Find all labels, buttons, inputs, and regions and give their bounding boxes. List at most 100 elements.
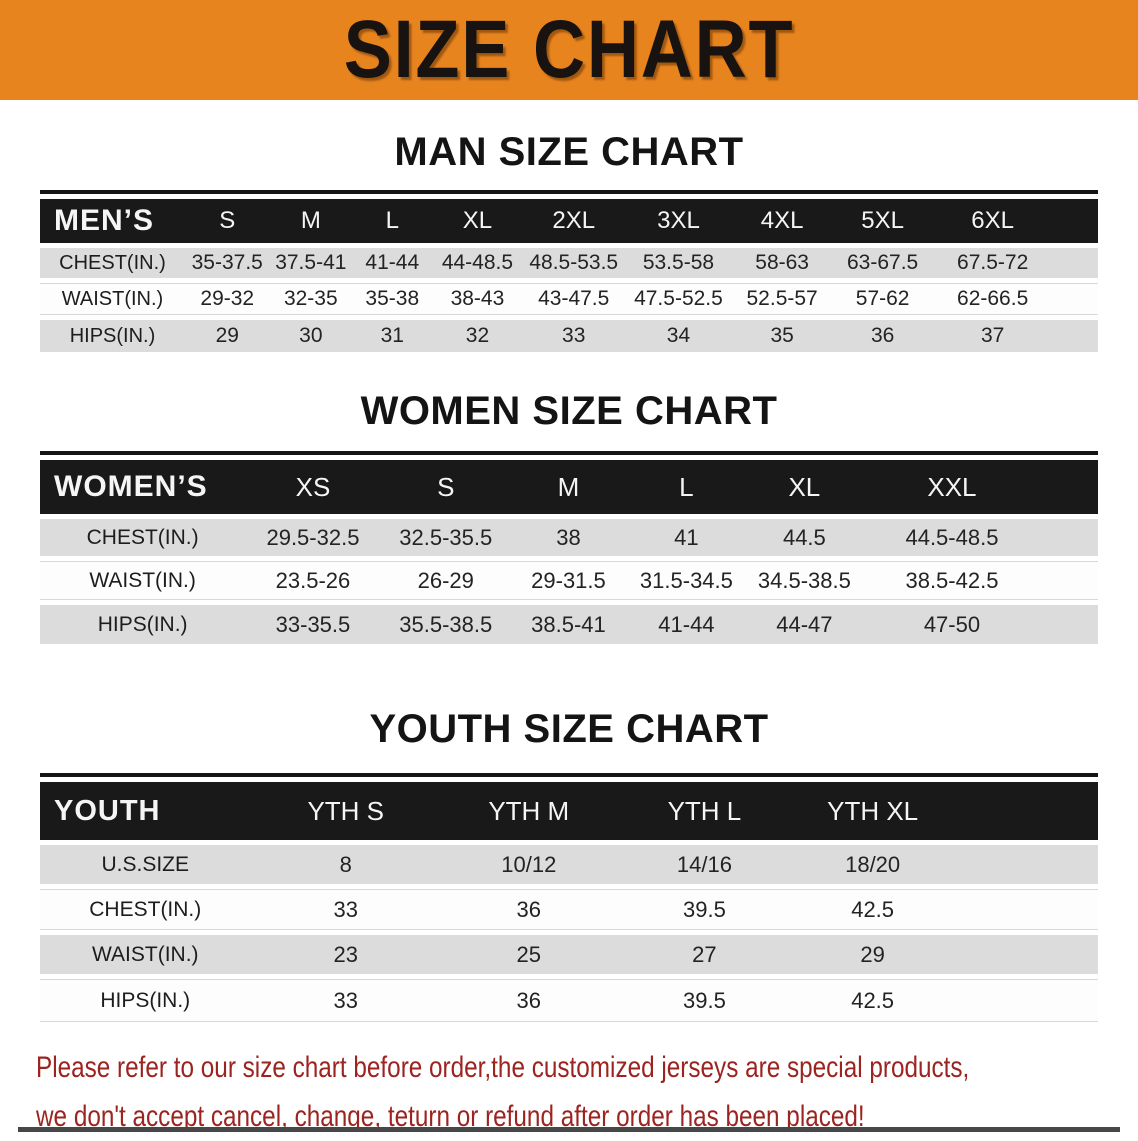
size-value: 38.5-42.5 bbox=[862, 561, 1042, 600]
size-value: 38 bbox=[510, 519, 627, 556]
youth-chest-row: CHEST(IN.) 33 36 39.5 42.5 bbox=[40, 889, 1098, 930]
mens-col-header: 6XL bbox=[932, 199, 1053, 243]
mens-col-header: L bbox=[352, 199, 433, 243]
mens-col-header: S bbox=[184, 199, 270, 243]
womens-col-header: XXL bbox=[862, 460, 1042, 514]
spacer-cell bbox=[953, 935, 1098, 974]
youth-header-row: YOUTH YTH S YTH M YTH L YTH XL bbox=[40, 782, 1098, 840]
size-value: 39.5 bbox=[616, 889, 793, 930]
womens-waist-row: WAIST(IN.) 23.5-26 26-29 29-31.5 31.5-34… bbox=[40, 561, 1098, 600]
youth-hips-row: HIPS(IN.) 33 36 39.5 42.5 bbox=[40, 979, 1098, 1022]
youth-ussize-row: U.S.SIZE 8 10/12 14/16 18/20 bbox=[40, 845, 1098, 884]
size-value: 29 bbox=[184, 320, 270, 352]
size-value: 29-31.5 bbox=[510, 561, 627, 600]
size-value: 62-66.5 bbox=[932, 283, 1053, 315]
size-value: 44.5-48.5 bbox=[862, 519, 1042, 556]
size-value: 30 bbox=[269, 320, 353, 352]
size-value: 36 bbox=[440, 979, 617, 1022]
youth-section-heading: YOUTH SIZE CHART bbox=[369, 707, 769, 751]
womens-col-header: S bbox=[380, 460, 511, 514]
youth-col-header: YTH XL bbox=[792, 782, 954, 840]
womens-header-row: WOMEN’S XS S M L XL XXL bbox=[40, 460, 1098, 514]
disclaimer-line-2: we don't accept cancel, change, teturn o… bbox=[36, 1100, 865, 1133]
size-value: 41-44 bbox=[626, 605, 747, 644]
size-value: 67.5-72 bbox=[932, 248, 1053, 278]
mens-col-header: 5XL bbox=[832, 199, 933, 243]
spacer-cell bbox=[1052, 248, 1098, 278]
row-label: CHEST(IN.) bbox=[40, 889, 251, 930]
size-value: 23.5-26 bbox=[245, 561, 381, 600]
womens-col-header: L bbox=[626, 460, 747, 514]
size-value: 25 bbox=[440, 935, 617, 974]
spacer-cell bbox=[953, 979, 1098, 1022]
youth-header-label: YOUTH bbox=[40, 782, 251, 840]
size-value: 36 bbox=[440, 889, 617, 930]
mens-waist-row: WAIST(IN.) 29-32 32-35 35-38 38-43 43-47… bbox=[40, 283, 1098, 315]
youth-size-table: YOUTH YTH S YTH M YTH L YTH XL U.S.SIZE … bbox=[40, 773, 1098, 1027]
size-value: 44-48.5 bbox=[432, 248, 523, 278]
spacer-cell bbox=[1052, 320, 1098, 352]
youth-col-header: YTH L bbox=[616, 782, 793, 840]
row-label: HIPS(IN.) bbox=[40, 605, 246, 644]
size-value: 34 bbox=[625, 320, 732, 352]
size-value: 29-32 bbox=[184, 283, 270, 315]
size-value: 41 bbox=[626, 519, 747, 556]
size-value: 48.5-53.5 bbox=[522, 248, 626, 278]
mens-col-header: 3XL bbox=[625, 199, 732, 243]
size-value: 33-35.5 bbox=[245, 605, 381, 644]
mens-col-header: M bbox=[269, 199, 353, 243]
mens-header-label: MEN’S bbox=[40, 199, 185, 243]
size-value: 31 bbox=[352, 320, 433, 352]
title-banner: SIZE CHART bbox=[0, 0, 1138, 100]
womens-col-header: XL bbox=[746, 460, 863, 514]
size-value: 58-63 bbox=[731, 248, 833, 278]
mens-hips-row: HIPS(IN.) 29 30 31 32 33 34 35 36 37 bbox=[40, 320, 1098, 352]
spacer-cell bbox=[953, 889, 1098, 930]
spacer-cell bbox=[1041, 605, 1098, 644]
size-value: 37 bbox=[932, 320, 1053, 352]
row-label: CHEST(IN.) bbox=[40, 519, 246, 556]
size-value: 38.5-41 bbox=[510, 605, 627, 644]
size-value: 39.5 bbox=[616, 979, 793, 1022]
youth-col-header: YTH M bbox=[440, 782, 617, 840]
mens-col-header: 2XL bbox=[522, 199, 626, 243]
size-value: 35-38 bbox=[352, 283, 433, 315]
size-value: 38-43 bbox=[432, 283, 523, 315]
row-label: WAIST(IN.) bbox=[40, 935, 251, 974]
womens-table: WOMEN’S XS S M L XL XXL CHEST(IN.) 29.5-… bbox=[40, 455, 1098, 649]
size-value: 32-35 bbox=[269, 283, 353, 315]
banner-title: SIZE CHART bbox=[343, 4, 795, 95]
size-value: 47-50 bbox=[862, 605, 1042, 644]
size-value: 37.5-41 bbox=[269, 248, 353, 278]
size-value: 33 bbox=[250, 979, 441, 1022]
spacer-cell bbox=[1041, 519, 1098, 556]
size-value: 29.5-32.5 bbox=[245, 519, 381, 556]
size-value: 57-62 bbox=[832, 283, 933, 315]
womens-size-table: WOMEN’S XS S M L XL XXL CHEST(IN.) 29.5-… bbox=[40, 451, 1098, 649]
size-value: 27 bbox=[616, 935, 793, 974]
disclaimer-note: Please refer to our size chart before or… bbox=[36, 1043, 1138, 1141]
disclaimer-line-1: Please refer to our size chart before or… bbox=[36, 1051, 970, 1084]
mens-col-header: 4XL bbox=[731, 199, 833, 243]
womens-header-label: WOMEN’S bbox=[40, 460, 246, 514]
size-value: 31.5-34.5 bbox=[626, 561, 747, 600]
spacer-cell bbox=[1041, 460, 1098, 514]
size-value: 36 bbox=[832, 320, 933, 352]
size-value: 26-29 bbox=[380, 561, 511, 600]
spacer-cell bbox=[1052, 283, 1098, 315]
womens-col-header: XS bbox=[245, 460, 381, 514]
row-label: HIPS(IN.) bbox=[40, 979, 251, 1022]
size-value: 29 bbox=[792, 935, 954, 974]
size-value: 44-47 bbox=[746, 605, 863, 644]
size-value: 34.5-38.5 bbox=[746, 561, 863, 600]
mens-chest-row: CHEST(IN.) 35-37.5 37.5-41 41-44 44-48.5… bbox=[40, 248, 1098, 278]
size-value: 33 bbox=[522, 320, 626, 352]
size-value: 44.5 bbox=[746, 519, 863, 556]
size-value: 32.5-35.5 bbox=[380, 519, 511, 556]
mens-col-header: XL bbox=[432, 199, 523, 243]
size-value: 43-47.5 bbox=[522, 283, 626, 315]
row-label: CHEST(IN.) bbox=[40, 248, 185, 278]
size-value: 23 bbox=[250, 935, 441, 974]
spacer-cell bbox=[1041, 561, 1098, 600]
mens-table: MEN’S S M L XL 2XL 3XL 4XL 5XL 6XL CHEST… bbox=[40, 194, 1098, 357]
